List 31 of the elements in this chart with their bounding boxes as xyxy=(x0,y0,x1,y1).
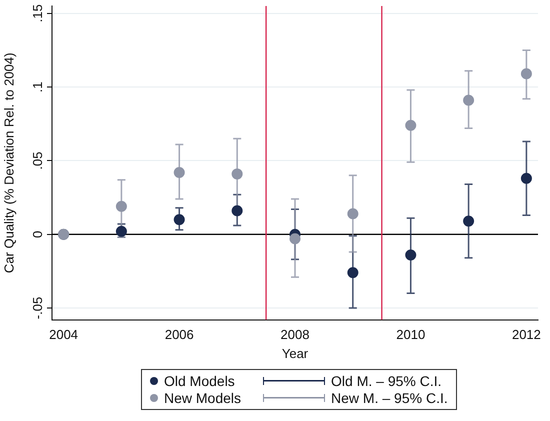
point xyxy=(347,267,358,278)
point xyxy=(174,214,185,226)
point xyxy=(405,249,416,260)
y-tick-label: .05 xyxy=(30,152,46,170)
x-tick-label: 2008 xyxy=(280,327,310,342)
point xyxy=(463,216,474,227)
text: Old M. – 95% C.I. xyxy=(331,373,442,389)
x-tick-label: 2012 xyxy=(512,327,541,342)
y-tick-label: .15 xyxy=(30,4,46,22)
legend-label: Old Models xyxy=(164,373,235,389)
point xyxy=(174,166,185,178)
point xyxy=(520,172,532,184)
point xyxy=(232,168,243,180)
y-tick-label: .1 xyxy=(30,82,46,92)
y-tick-label: -.05 xyxy=(30,296,46,320)
text: New M. – 95% C.I. xyxy=(331,390,448,406)
point xyxy=(405,120,416,131)
point xyxy=(347,208,358,220)
point xyxy=(116,200,127,212)
x-tick-label: 2010 xyxy=(396,327,426,342)
point xyxy=(463,94,474,106)
y-tick-label: 0 xyxy=(30,230,46,238)
point xyxy=(520,68,532,80)
point xyxy=(116,226,127,237)
x-tick-label: 2004 xyxy=(49,327,78,342)
x-axis-title: Year xyxy=(282,346,309,361)
legend-label: New Models xyxy=(164,390,242,406)
point xyxy=(290,233,300,244)
y-axis-title: Car Quality (% Deviation Rel. to 2004) xyxy=(1,52,16,274)
point xyxy=(232,205,243,216)
x-tick-label: 2006 xyxy=(164,327,194,342)
